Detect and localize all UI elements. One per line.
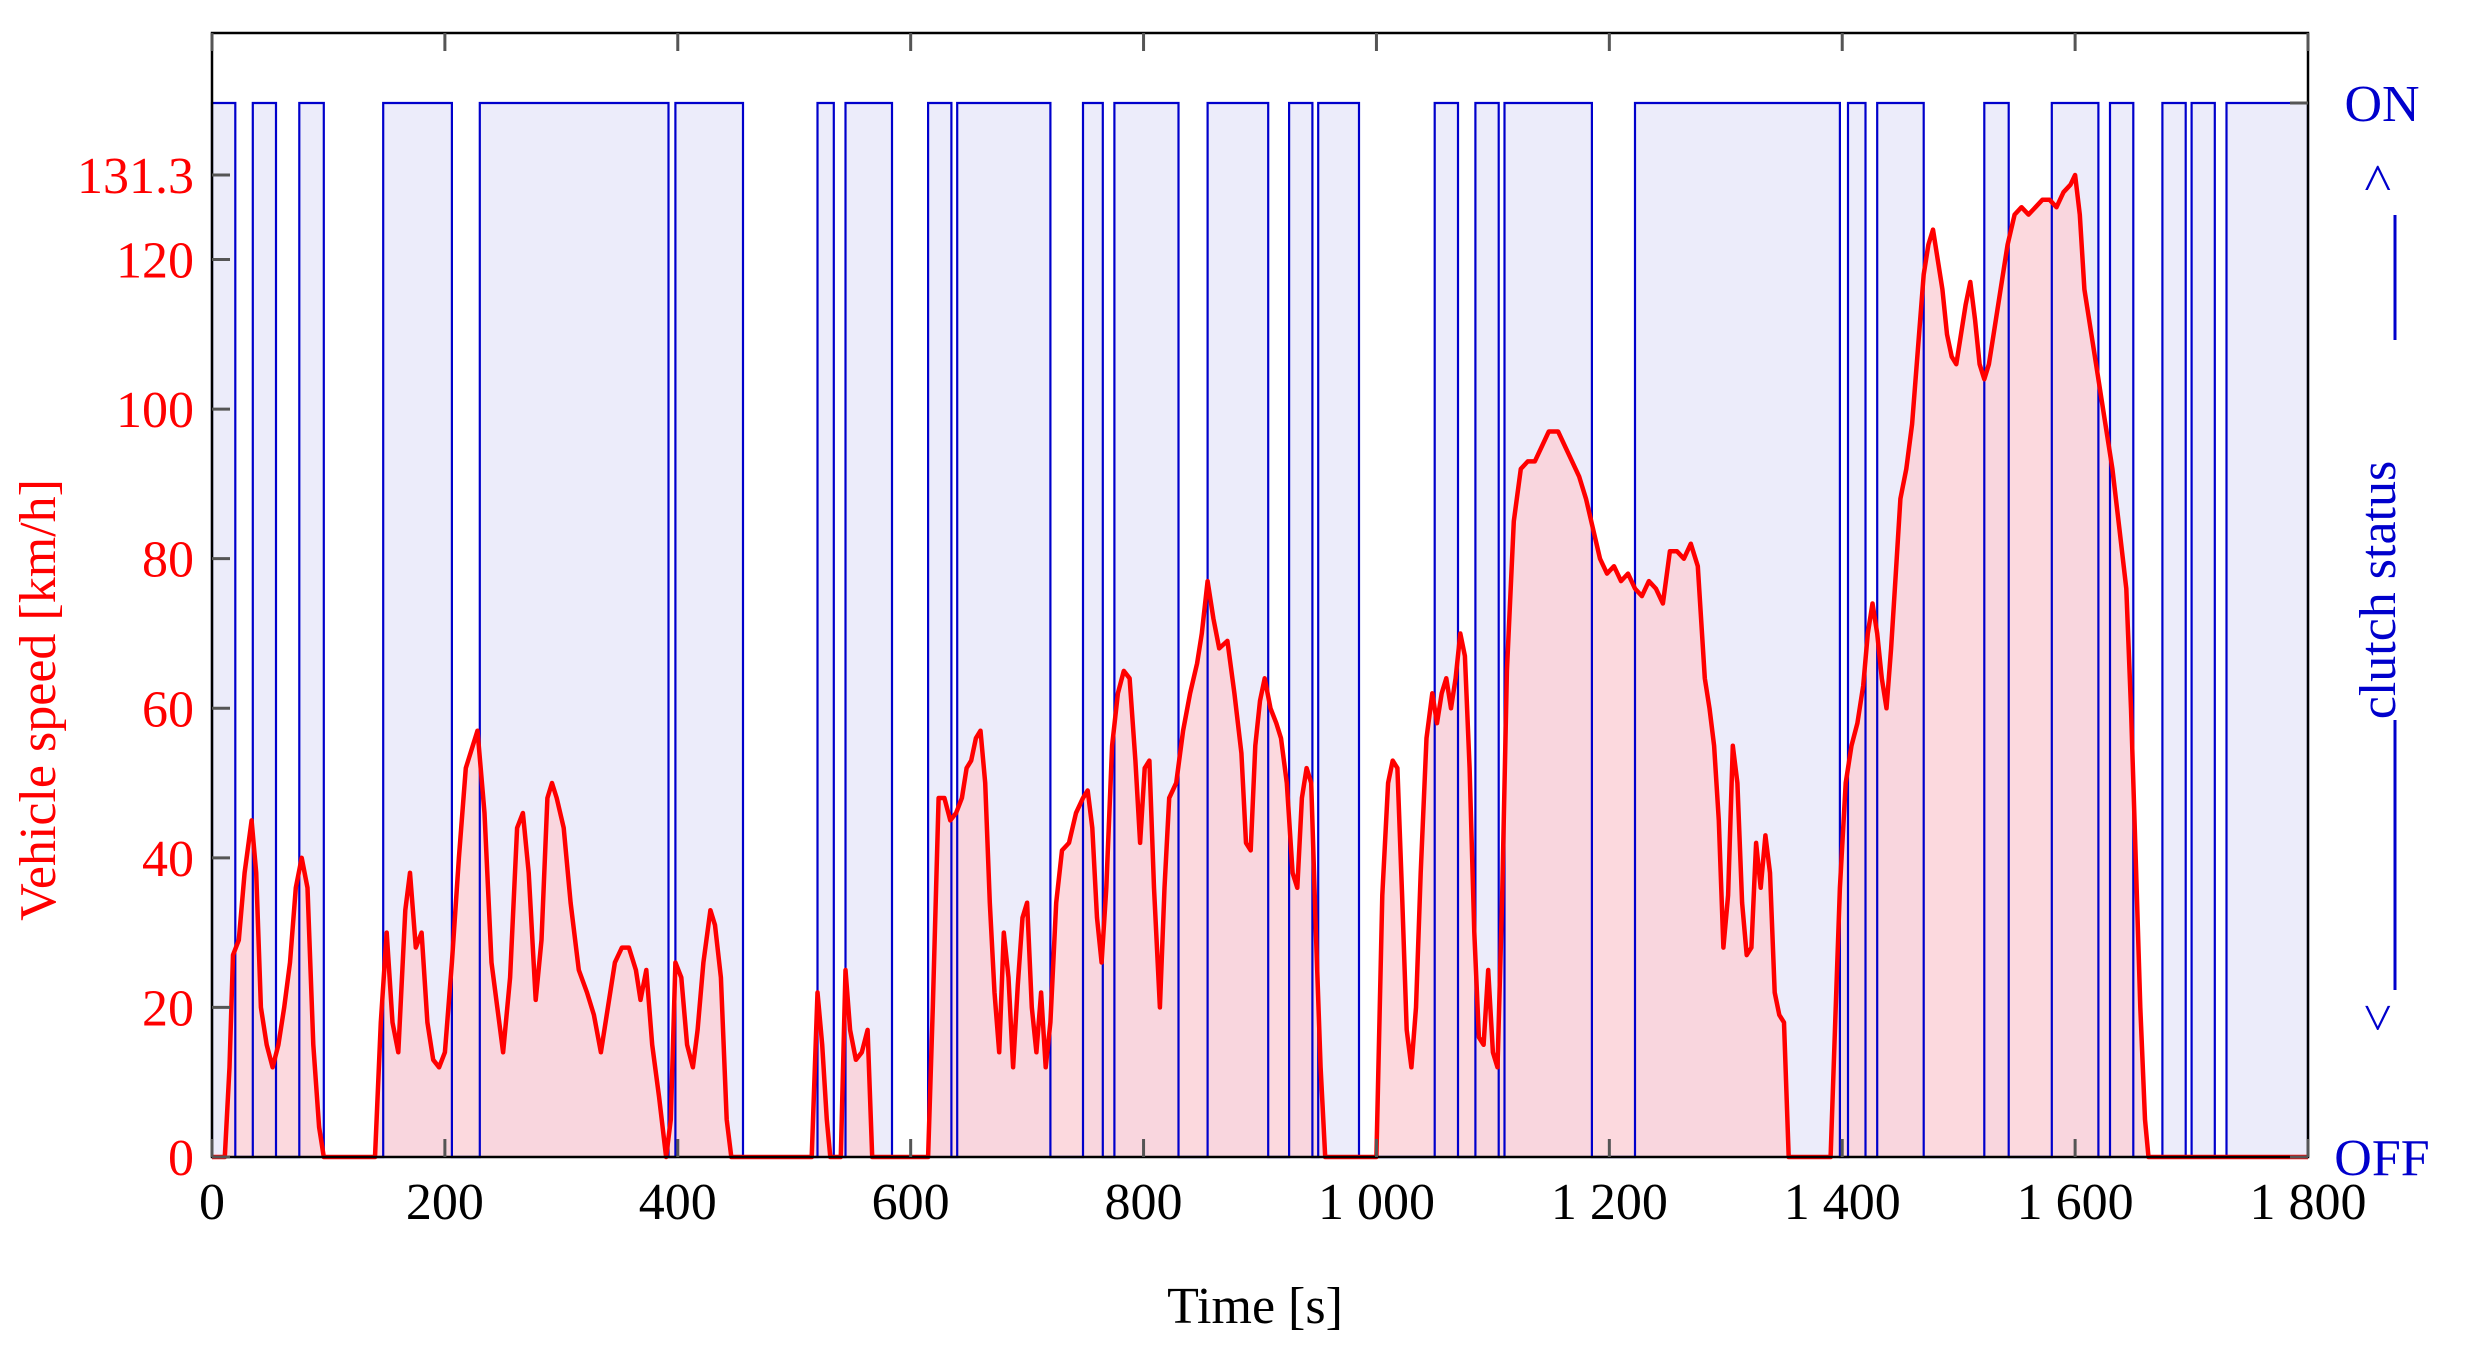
- clutch-on-area-25: [2191, 103, 2215, 1157]
- y-tick-label: 120: [116, 233, 194, 290]
- x-tick-label: 600: [872, 1174, 950, 1231]
- x-tick-label: 1 800: [2250, 1174, 2367, 1231]
- clutch-status-line: [210, 101, 2310, 1159]
- clutch-on-area-26: [2226, 103, 2308, 1157]
- y-tick-label: 131.3: [77, 148, 194, 205]
- clutch-on-area-7: [845, 103, 893, 1157]
- x-tick-label: 1 000: [1318, 1174, 1435, 1231]
- x-tick-label: 0: [199, 1174, 225, 1231]
- y2-arrow-down-icon: <: [2350, 1003, 2407, 1032]
- clutch-on-area-0: [212, 103, 236, 1157]
- y-tick-label: 20: [142, 980, 194, 1037]
- clutch-on-area-24: [2162, 103, 2186, 1157]
- y-tick-label: 40: [142, 831, 194, 888]
- x-axis-label: Time [s]: [1167, 1278, 1343, 1335]
- plot-area: [210, 101, 2310, 1160]
- y-tick-label: 0: [168, 1130, 194, 1187]
- y-axis-label: Vehicle speed [km/h]: [10, 479, 67, 921]
- clutch-on-area-6: [817, 103, 834, 1157]
- y2-tick-label: ON: [2344, 76, 2419, 133]
- y2-arrow-up-icon: >: [2350, 163, 2407, 192]
- axis-labels: Time [s] Vehicle speed [km/h] clutch sta…: [10, 163, 2407, 1335]
- y-tick-label: 100: [116, 382, 194, 439]
- axes: 0 200 400 600 800 1 000 1 200 1 400 1 600 1 800 0 2…: [77, 31, 2430, 1231]
- speed-line: [212, 172, 2308, 1160]
- x-tick-label: 200: [406, 1174, 484, 1231]
- x-tick-label: 1 200: [1551, 1174, 1668, 1231]
- x-tick-label: 1 400: [1784, 1174, 1901, 1231]
- clutch-on-area-14: [1318, 103, 1359, 1157]
- y-tick-label: 60: [142, 681, 194, 738]
- y2-axis-label: clutch status: [2350, 461, 2407, 720]
- y2-tick-label: OFF: [2334, 1130, 2429, 1187]
- plot-frame: [210, 31, 2310, 1159]
- x-tick-label: 400: [639, 1174, 717, 1231]
- x-tick-label: 800: [1105, 1174, 1183, 1231]
- clutch-on-area-16: [1475, 103, 1499, 1157]
- y-tick-label: 80: [142, 532, 194, 589]
- x-tick-label: 1 600: [2017, 1174, 2134, 1231]
